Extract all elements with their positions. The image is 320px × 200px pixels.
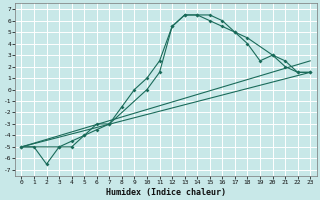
- X-axis label: Humidex (Indice chaleur): Humidex (Indice chaleur): [106, 188, 226, 197]
